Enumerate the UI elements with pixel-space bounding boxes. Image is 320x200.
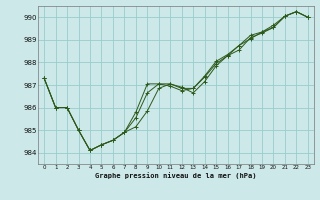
X-axis label: Graphe pression niveau de la mer (hPa): Graphe pression niveau de la mer (hPa) <box>95 172 257 179</box>
